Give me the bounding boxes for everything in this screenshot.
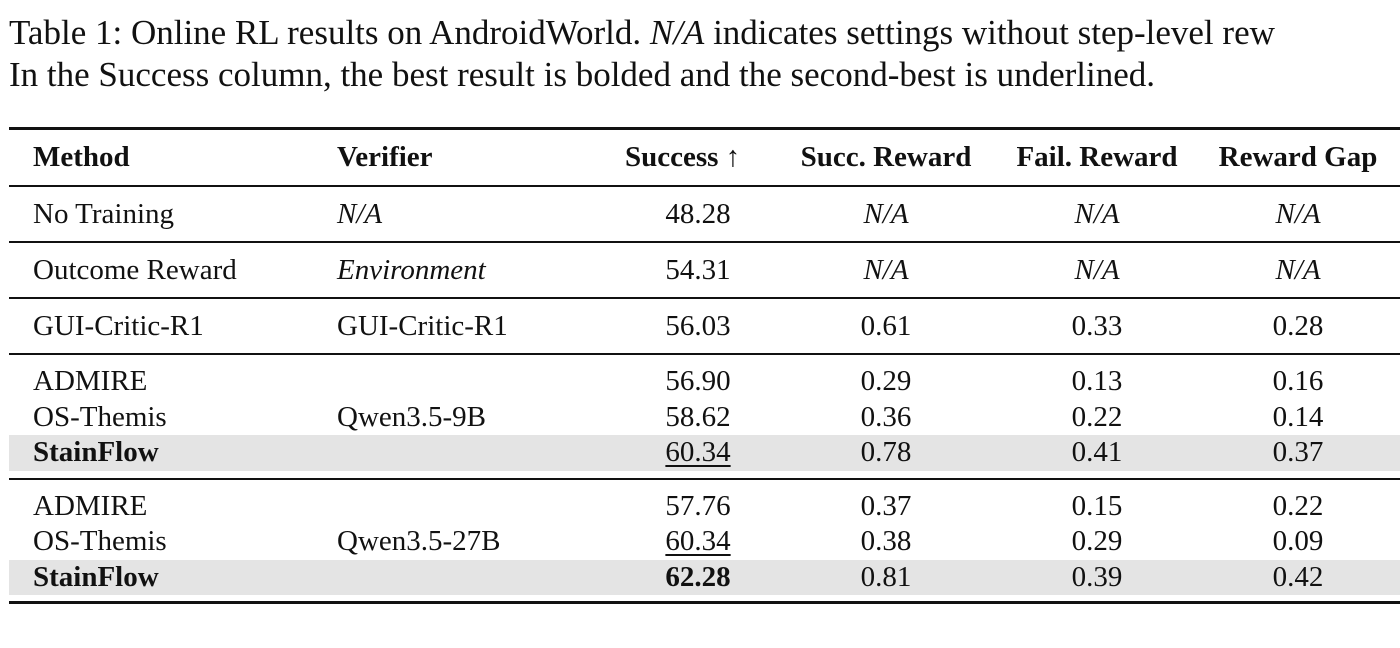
- cell-method: OS-Themis: [33, 400, 167, 433]
- cell-reward-gap: 0.14: [1272, 400, 1324, 433]
- cell-fail-reward: 0.33: [1071, 309, 1123, 342]
- cell-method: StainFlow: [33, 436, 159, 469]
- cell-reward-gap: 0.28: [1272, 309, 1324, 342]
- cell-reward-gap: 0.22: [1272, 489, 1324, 522]
- cell-succ-reward: 0.78: [860, 436, 912, 469]
- cell-method: OS-Themis: [33, 525, 167, 558]
- results-table: Method Verifier Success ↑ Succ. Reward F…: [9, 127, 1400, 604]
- header-fail-reward: Fail. Reward: [1016, 141, 1178, 173]
- top-rule: [9, 127, 1400, 130]
- header-method: Method: [33, 141, 130, 173]
- table-row: No Training N/A 48.28 N/A N/A N/A: [9, 187, 1400, 241]
- cell-verifier: N/A: [337, 197, 383, 230]
- cell-fail-reward: 0.41: [1071, 436, 1123, 469]
- cell-method: ADMIRE: [33, 365, 148, 398]
- table-row: GUI-Critic-R1 GUI-Critic-R1 56.03 0.61 0…: [9, 299, 1400, 353]
- cell-succ-reward: 0.29: [860, 365, 912, 398]
- table-header-row: Method Verifier Success ↑ Succ. Reward F…: [9, 130, 1400, 185]
- cell-reward-gap: 0.16: [1272, 365, 1324, 398]
- cell-fail-reward: 0.29: [1071, 525, 1123, 558]
- table-row: ADMIRE 57.76 0.37 0.15 0.22: [9, 489, 1400, 525]
- cell-verifier: Environment: [337, 253, 486, 286]
- cell-fail-reward: 0.13: [1071, 365, 1123, 398]
- second-best-value: 60.34: [665, 525, 731, 558]
- cell-succ-reward: 0.38: [860, 525, 912, 558]
- cell-success: 56.03: [665, 309, 731, 342]
- cell-reward-gap: N/A: [1275, 253, 1321, 286]
- cell-fail-reward: N/A: [1074, 253, 1120, 286]
- caption-na-term: N/A: [649, 13, 705, 52]
- cell-success: 58.62: [665, 400, 731, 433]
- cell-success: 56.90: [665, 365, 731, 398]
- table-row-highlighted: StainFlow 60.34 0.78 0.41 0.37: [9, 435, 1400, 471]
- caption-line-2: In the Success column, the best result i…: [9, 55, 1155, 94]
- cell-succ-reward: N/A: [863, 197, 909, 230]
- cell-method: StainFlow: [33, 560, 159, 593]
- cell-success: 60.34: [633, 435, 763, 471]
- header-verifier: Verifier: [337, 141, 433, 173]
- table-caption: Table 1: Online RL results on AndroidWor…: [9, 12, 1400, 96]
- cell-success: 48.28: [665, 197, 731, 230]
- caption-text-2: indicates settings without step-level re…: [704, 13, 1275, 52]
- cell-succ-reward: 0.61: [860, 309, 912, 342]
- cell-method: GUI-Critic-R1: [33, 309, 204, 342]
- row-rule: [9, 241, 1400, 243]
- table-row: OS-Themis Qwen3.5-9B 58.62 0.36 0.22 0.1…: [9, 400, 1400, 436]
- cell-succ-reward: 0.37: [860, 489, 912, 522]
- cell-fail-reward: 0.22: [1071, 400, 1123, 433]
- cell-fail-reward: 0.39: [1071, 560, 1123, 593]
- cell-verifier: Qwen3.5-9B: [337, 400, 487, 433]
- caption-line-1: Table 1: Online RL results on AndroidWor…: [9, 12, 1400, 54]
- header-reward-gap: Reward Gap: [1218, 141, 1378, 173]
- cell-verifier: Qwen3.5-27B: [337, 525, 501, 558]
- cell-verifier: GUI-Critic-R1: [337, 309, 508, 342]
- best-value: 62.28: [665, 560, 731, 593]
- row-rule: [9, 297, 1400, 299]
- table-row-highlighted: StainFlow 62.28 0.81 0.39 0.42: [9, 559, 1400, 595]
- header-succ-reward: Succ. Reward: [800, 141, 972, 173]
- caption-text-1: Online RL results on AndroidWorld.: [122, 13, 650, 52]
- cell-method: Outcome Reward: [33, 253, 237, 286]
- cell-fail-reward: 0.15: [1071, 489, 1123, 522]
- group-qwen-27b: ADMIRE 57.76 0.37 0.15 0.22 OS-Themis Qw…: [9, 480, 1400, 602]
- cell-success: 57.76: [665, 489, 731, 522]
- cell-succ-reward: 0.36: [860, 400, 912, 433]
- row-rule: [9, 353, 1400, 355]
- header-rule: [9, 185, 1400, 187]
- cell-succ-reward: 0.81: [860, 560, 912, 593]
- cell-reward-gap: 0.42: [1272, 560, 1324, 593]
- cell-reward-gap: N/A: [1275, 197, 1321, 230]
- table-row: Outcome Reward Environment 54.31 N/A N/A…: [9, 243, 1400, 297]
- cell-reward-gap: 0.37: [1272, 436, 1324, 469]
- cell-method: ADMIRE: [33, 489, 148, 522]
- cell-fail-reward: N/A: [1074, 197, 1120, 230]
- header-success: Success ↑: [625, 141, 741, 173]
- bottom-rule: [9, 601, 1400, 604]
- table-row: ADMIRE 56.90 0.29 0.13 0.16: [9, 364, 1400, 400]
- second-best-value: 60.34: [665, 436, 731, 469]
- group-qwen-9b: ADMIRE 56.90 0.29 0.13 0.16 OS-Themis Qw…: [9, 355, 1400, 478]
- cell-succ-reward: N/A: [863, 253, 909, 286]
- table-row: OS-Themis Qwen3.5-27B 60.34 0.38 0.29 0.…: [9, 524, 1400, 560]
- cell-success: 54.31: [665, 253, 731, 286]
- cell-method: No Training: [33, 197, 175, 230]
- cell-success: 60.34: [633, 524, 763, 560]
- cell-reward-gap: 0.09: [1272, 525, 1324, 558]
- row-rule: [9, 477, 1400, 480]
- caption-label: Table 1:: [9, 13, 123, 52]
